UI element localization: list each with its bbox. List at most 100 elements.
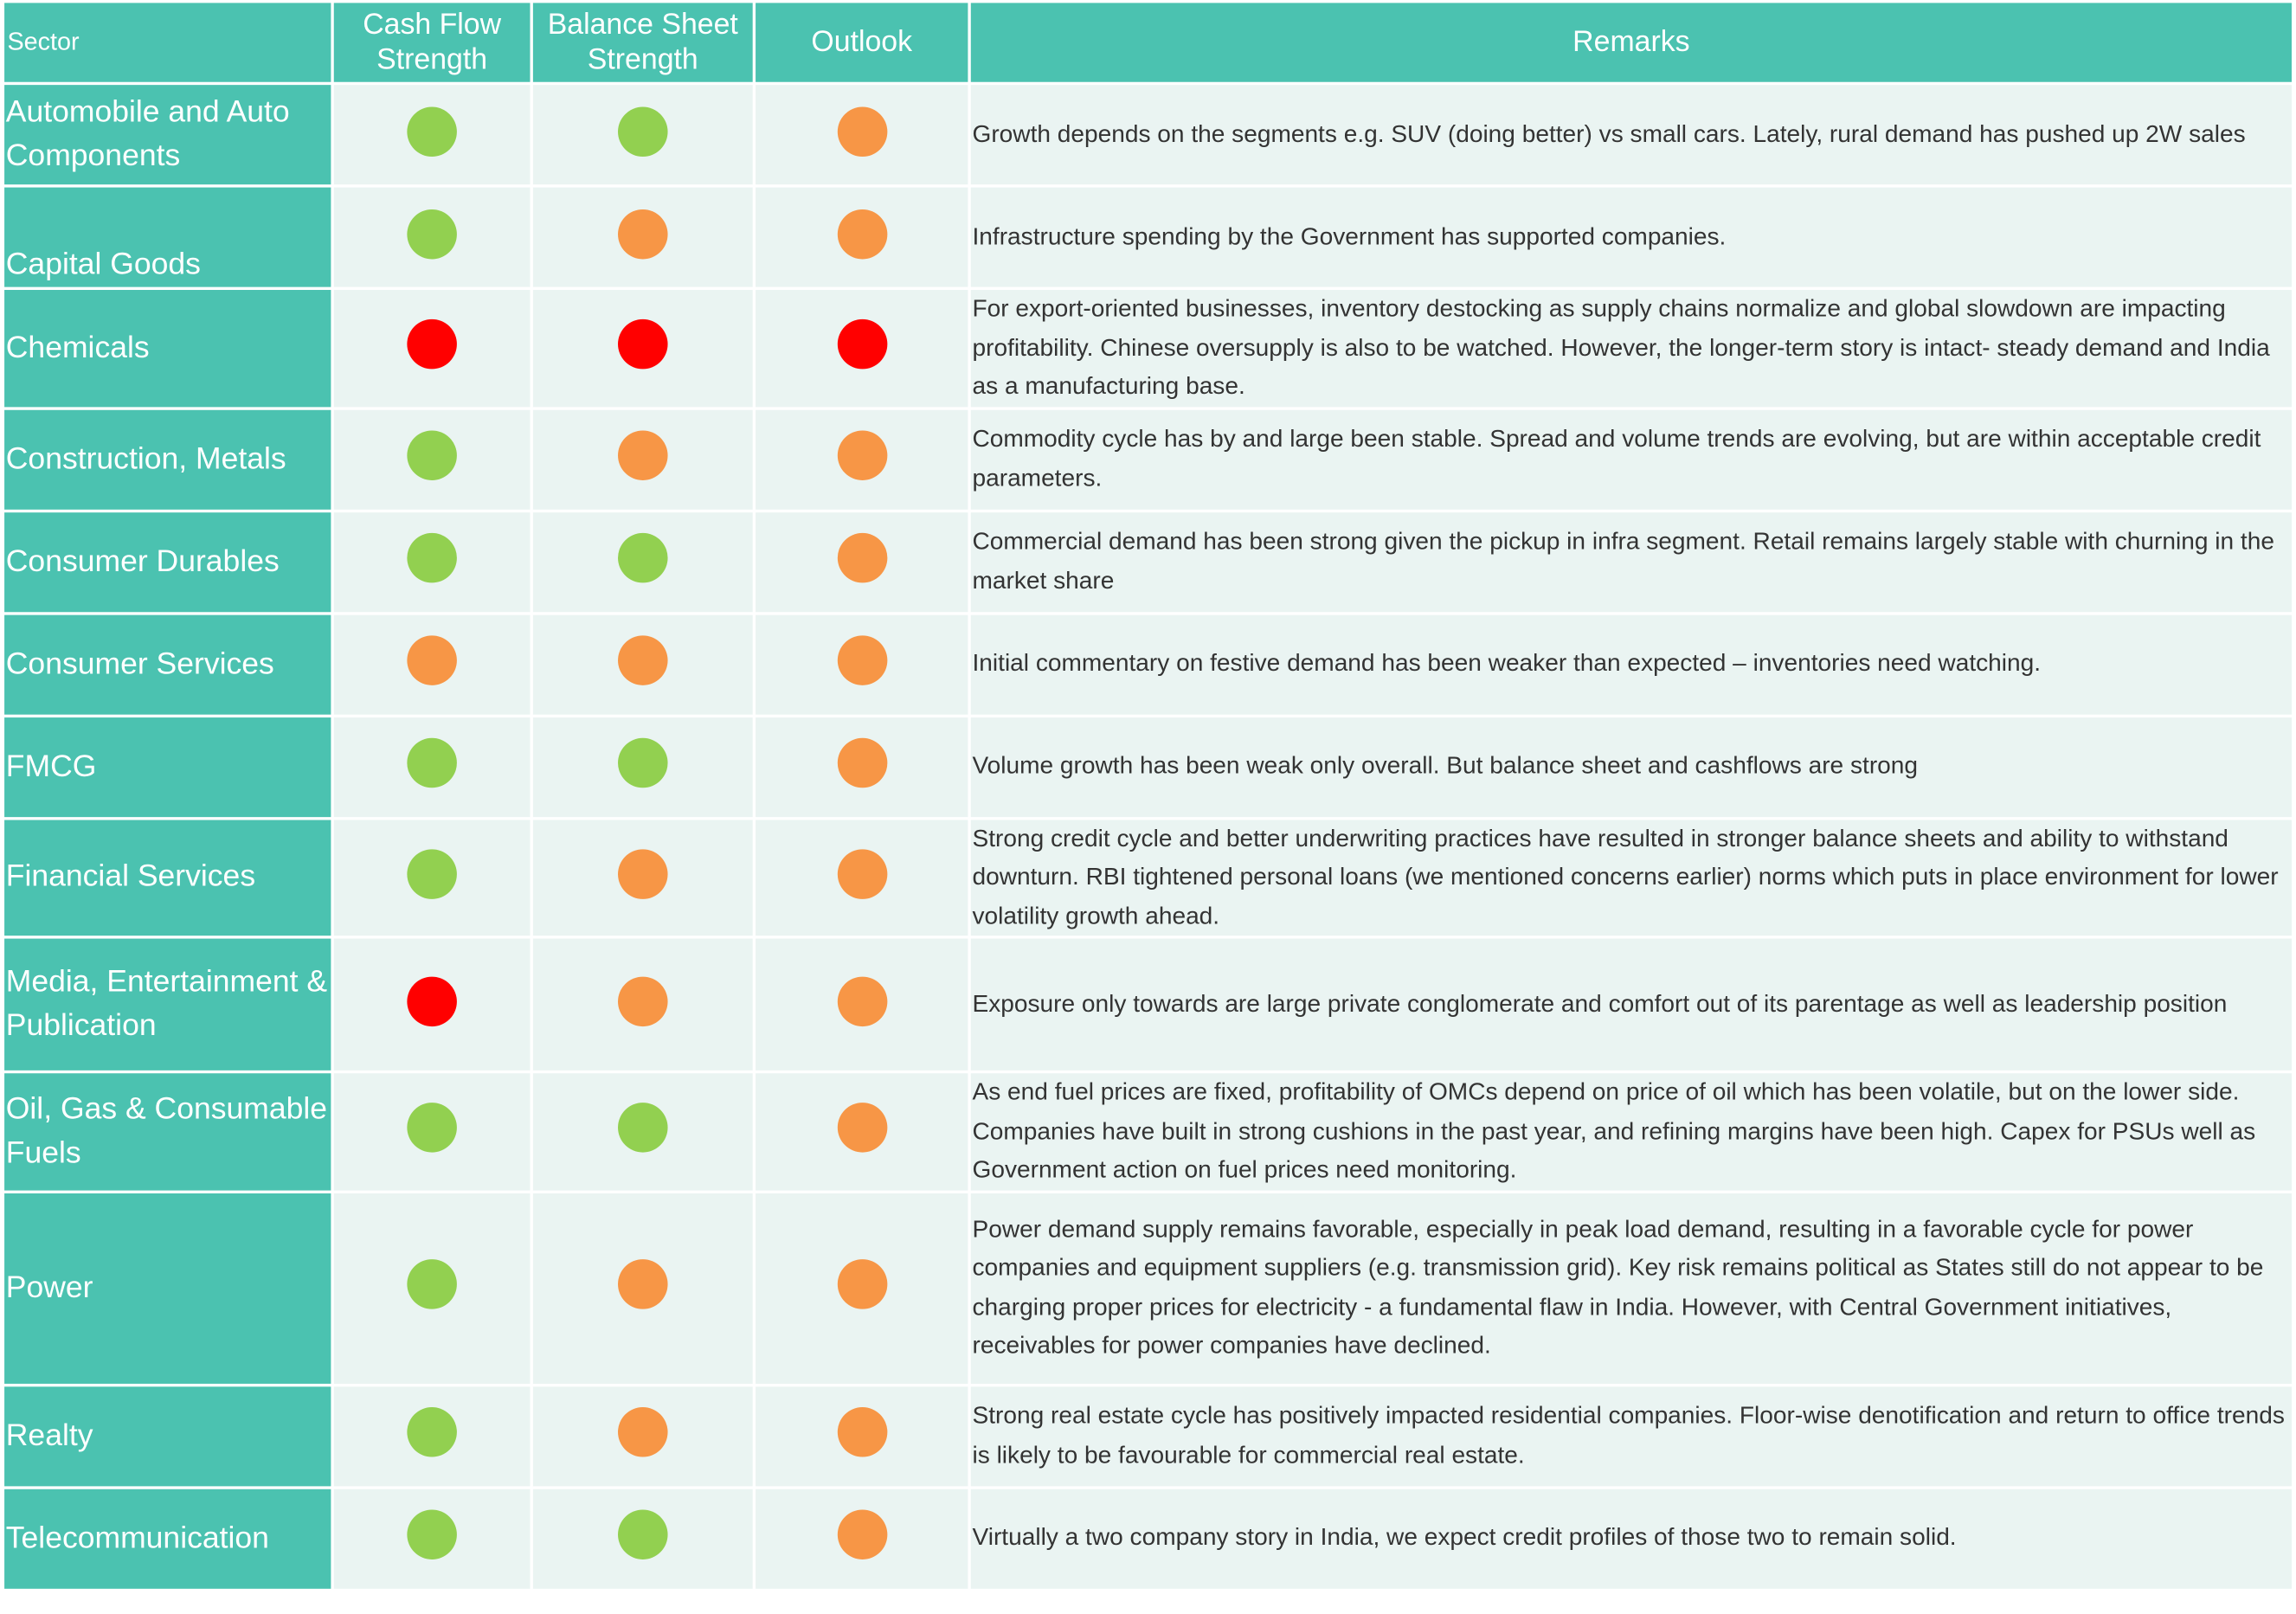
green-status-circle-icon	[407, 737, 457, 788]
amber-status-circle-icon	[407, 635, 457, 685]
cash-flow-cell	[333, 614, 531, 714]
table-row: Media, Entertainment & Publication Exposu…	[4, 938, 2292, 1071]
balance-sheet-cell	[532, 85, 753, 185]
cash-flow-cell	[333, 938, 531, 1071]
amber-status-circle-icon	[836, 848, 887, 899]
outlook-cell	[756, 717, 968, 817]
green-status-circle-icon	[407, 106, 457, 157]
table-row: Construction, Metals Commodity cycle has …	[4, 408, 2292, 509]
sector-name: FMCG	[4, 717, 331, 817]
remarks-cell: Strong real estate cycle has positively …	[970, 1386, 2292, 1486]
green-status-circle-icon	[407, 1259, 457, 1309]
green-status-circle-icon	[407, 1103, 457, 1154]
amber-status-circle-icon	[618, 209, 668, 259]
table-row: Realty Strong real estate cycle has posit…	[4, 1386, 2292, 1486]
header-remarks: Remarks	[970, 3, 2292, 82]
green-status-circle-icon	[618, 106, 668, 157]
outlook-cell	[756, 85, 968, 185]
table-row: FMCG Volume growth has been weak only ove…	[4, 717, 2292, 817]
outlook-cell	[756, 938, 968, 1071]
remarks-cell: Volume growth has been weak only overall…	[970, 717, 2292, 817]
amber-status-circle-icon	[618, 1407, 668, 1457]
green-status-circle-icon	[618, 532, 668, 583]
cash-flow-cell	[333, 717, 531, 817]
outlook-cell	[756, 1193, 968, 1384]
table-row: Consumer Durables Commercial demand has b…	[4, 511, 2292, 612]
remarks-cell: As end fuel prices are fixed, profitabil…	[970, 1073, 2292, 1190]
remarks-cell: Infrastructure spending by the Governmen…	[970, 187, 2292, 287]
remarks-cell: Commercial demand has been strong given …	[970, 511, 2292, 612]
balance-sheet-cell	[532, 290, 753, 407]
amber-status-circle-icon	[836, 1407, 887, 1457]
amber-status-circle-icon	[618, 848, 668, 899]
cash-flow-cell	[333, 408, 531, 509]
header-outlook: Outlook	[756, 3, 968, 82]
amber-status-circle-icon	[836, 635, 887, 685]
sector-name: Consumer Services	[4, 614, 331, 714]
cash-flow-cell	[333, 1073, 531, 1190]
sector-name: Construction, Metals	[4, 408, 331, 509]
table-row: Financial Services Strong credit cycle an…	[4, 819, 2292, 936]
table-row: Telecommunication Virtually a two company…	[4, 1488, 2292, 1588]
outlook-cell	[756, 1073, 968, 1190]
cash-flow-cell	[333, 1488, 531, 1588]
balance-sheet-cell	[532, 408, 753, 509]
sector-name: Financial Services	[4, 819, 331, 936]
sector-name: Automobile and Auto Components	[4, 85, 331, 185]
red-status-circle-icon	[618, 319, 668, 370]
cash-flow-cell	[333, 819, 531, 936]
cash-flow-cell	[333, 1193, 531, 1384]
outlook-cell	[756, 511, 968, 612]
balance-sheet-cell	[532, 1386, 753, 1486]
green-status-circle-icon	[407, 1509, 457, 1559]
cash-flow-cell	[333, 511, 531, 612]
amber-status-circle-icon	[836, 1509, 887, 1559]
balance-sheet-cell	[532, 1193, 753, 1384]
green-status-circle-icon	[407, 1407, 457, 1457]
balance-sheet-cell	[532, 1488, 753, 1588]
table-row: Power Power demand supply remains favorab…	[4, 1193, 2292, 1384]
amber-status-circle-icon	[836, 1259, 887, 1309]
cash-flow-cell	[333, 290, 531, 407]
header-cash-flow: Cash Flow Strength	[333, 3, 531, 82]
remarks-cell: Growth depends on the segments e.g. SUV …	[970, 85, 2292, 185]
amber-status-circle-icon	[836, 1103, 887, 1154]
sector-name: Capital Goods	[4, 187, 331, 287]
amber-status-circle-icon	[836, 209, 887, 259]
balance-sheet-cell	[532, 717, 753, 817]
balance-sheet-cell	[532, 614, 753, 714]
remarks-cell: Initial commentary on festive demand has…	[970, 614, 2292, 714]
sector-name: Realty	[4, 1386, 331, 1486]
sector-name: Oil, Gas & Consumable Fuels	[4, 1073, 331, 1190]
red-status-circle-icon	[836, 319, 887, 370]
outlook-cell	[756, 290, 968, 407]
outlook-cell	[756, 187, 968, 287]
green-status-circle-icon	[407, 209, 457, 259]
red-status-circle-icon	[407, 319, 457, 370]
cash-flow-cell	[333, 187, 531, 287]
balance-sheet-cell	[532, 511, 753, 612]
sector-name: Consumer Durables	[4, 511, 331, 612]
amber-status-circle-icon	[836, 430, 887, 480]
outlook-cell	[756, 1386, 968, 1486]
sector-name: Media, Entertainment & Publication	[4, 938, 331, 1071]
green-status-circle-icon	[618, 1509, 668, 1559]
header-row: Sector Cash Flow Strength Balance Sheet …	[4, 3, 2292, 82]
balance-sheet-cell	[532, 819, 753, 936]
remarks-cell: For export-oriented businesses, inventor…	[970, 290, 2292, 407]
green-status-circle-icon	[407, 430, 457, 480]
amber-status-circle-icon	[618, 975, 668, 1026]
remarks-cell: Commodity cycle has by and large been st…	[970, 408, 2292, 509]
table-row: Capital Goods Infrastructure spending by …	[4, 187, 2292, 287]
green-status-circle-icon	[407, 848, 457, 899]
balance-sheet-cell	[532, 1073, 753, 1190]
table-row: Automobile and Auto Components Growth dep…	[4, 85, 2292, 185]
outlook-cell	[756, 408, 968, 509]
remarks-cell: Exposure only towards are large private …	[970, 938, 2292, 1071]
amber-status-circle-icon	[836, 106, 887, 157]
header-balance-sheet: Balance Sheet Strength	[532, 3, 753, 82]
amber-status-circle-icon	[618, 635, 668, 685]
amber-status-circle-icon	[618, 430, 668, 480]
green-status-circle-icon	[618, 1103, 668, 1154]
sector-name: Power	[4, 1193, 331, 1384]
